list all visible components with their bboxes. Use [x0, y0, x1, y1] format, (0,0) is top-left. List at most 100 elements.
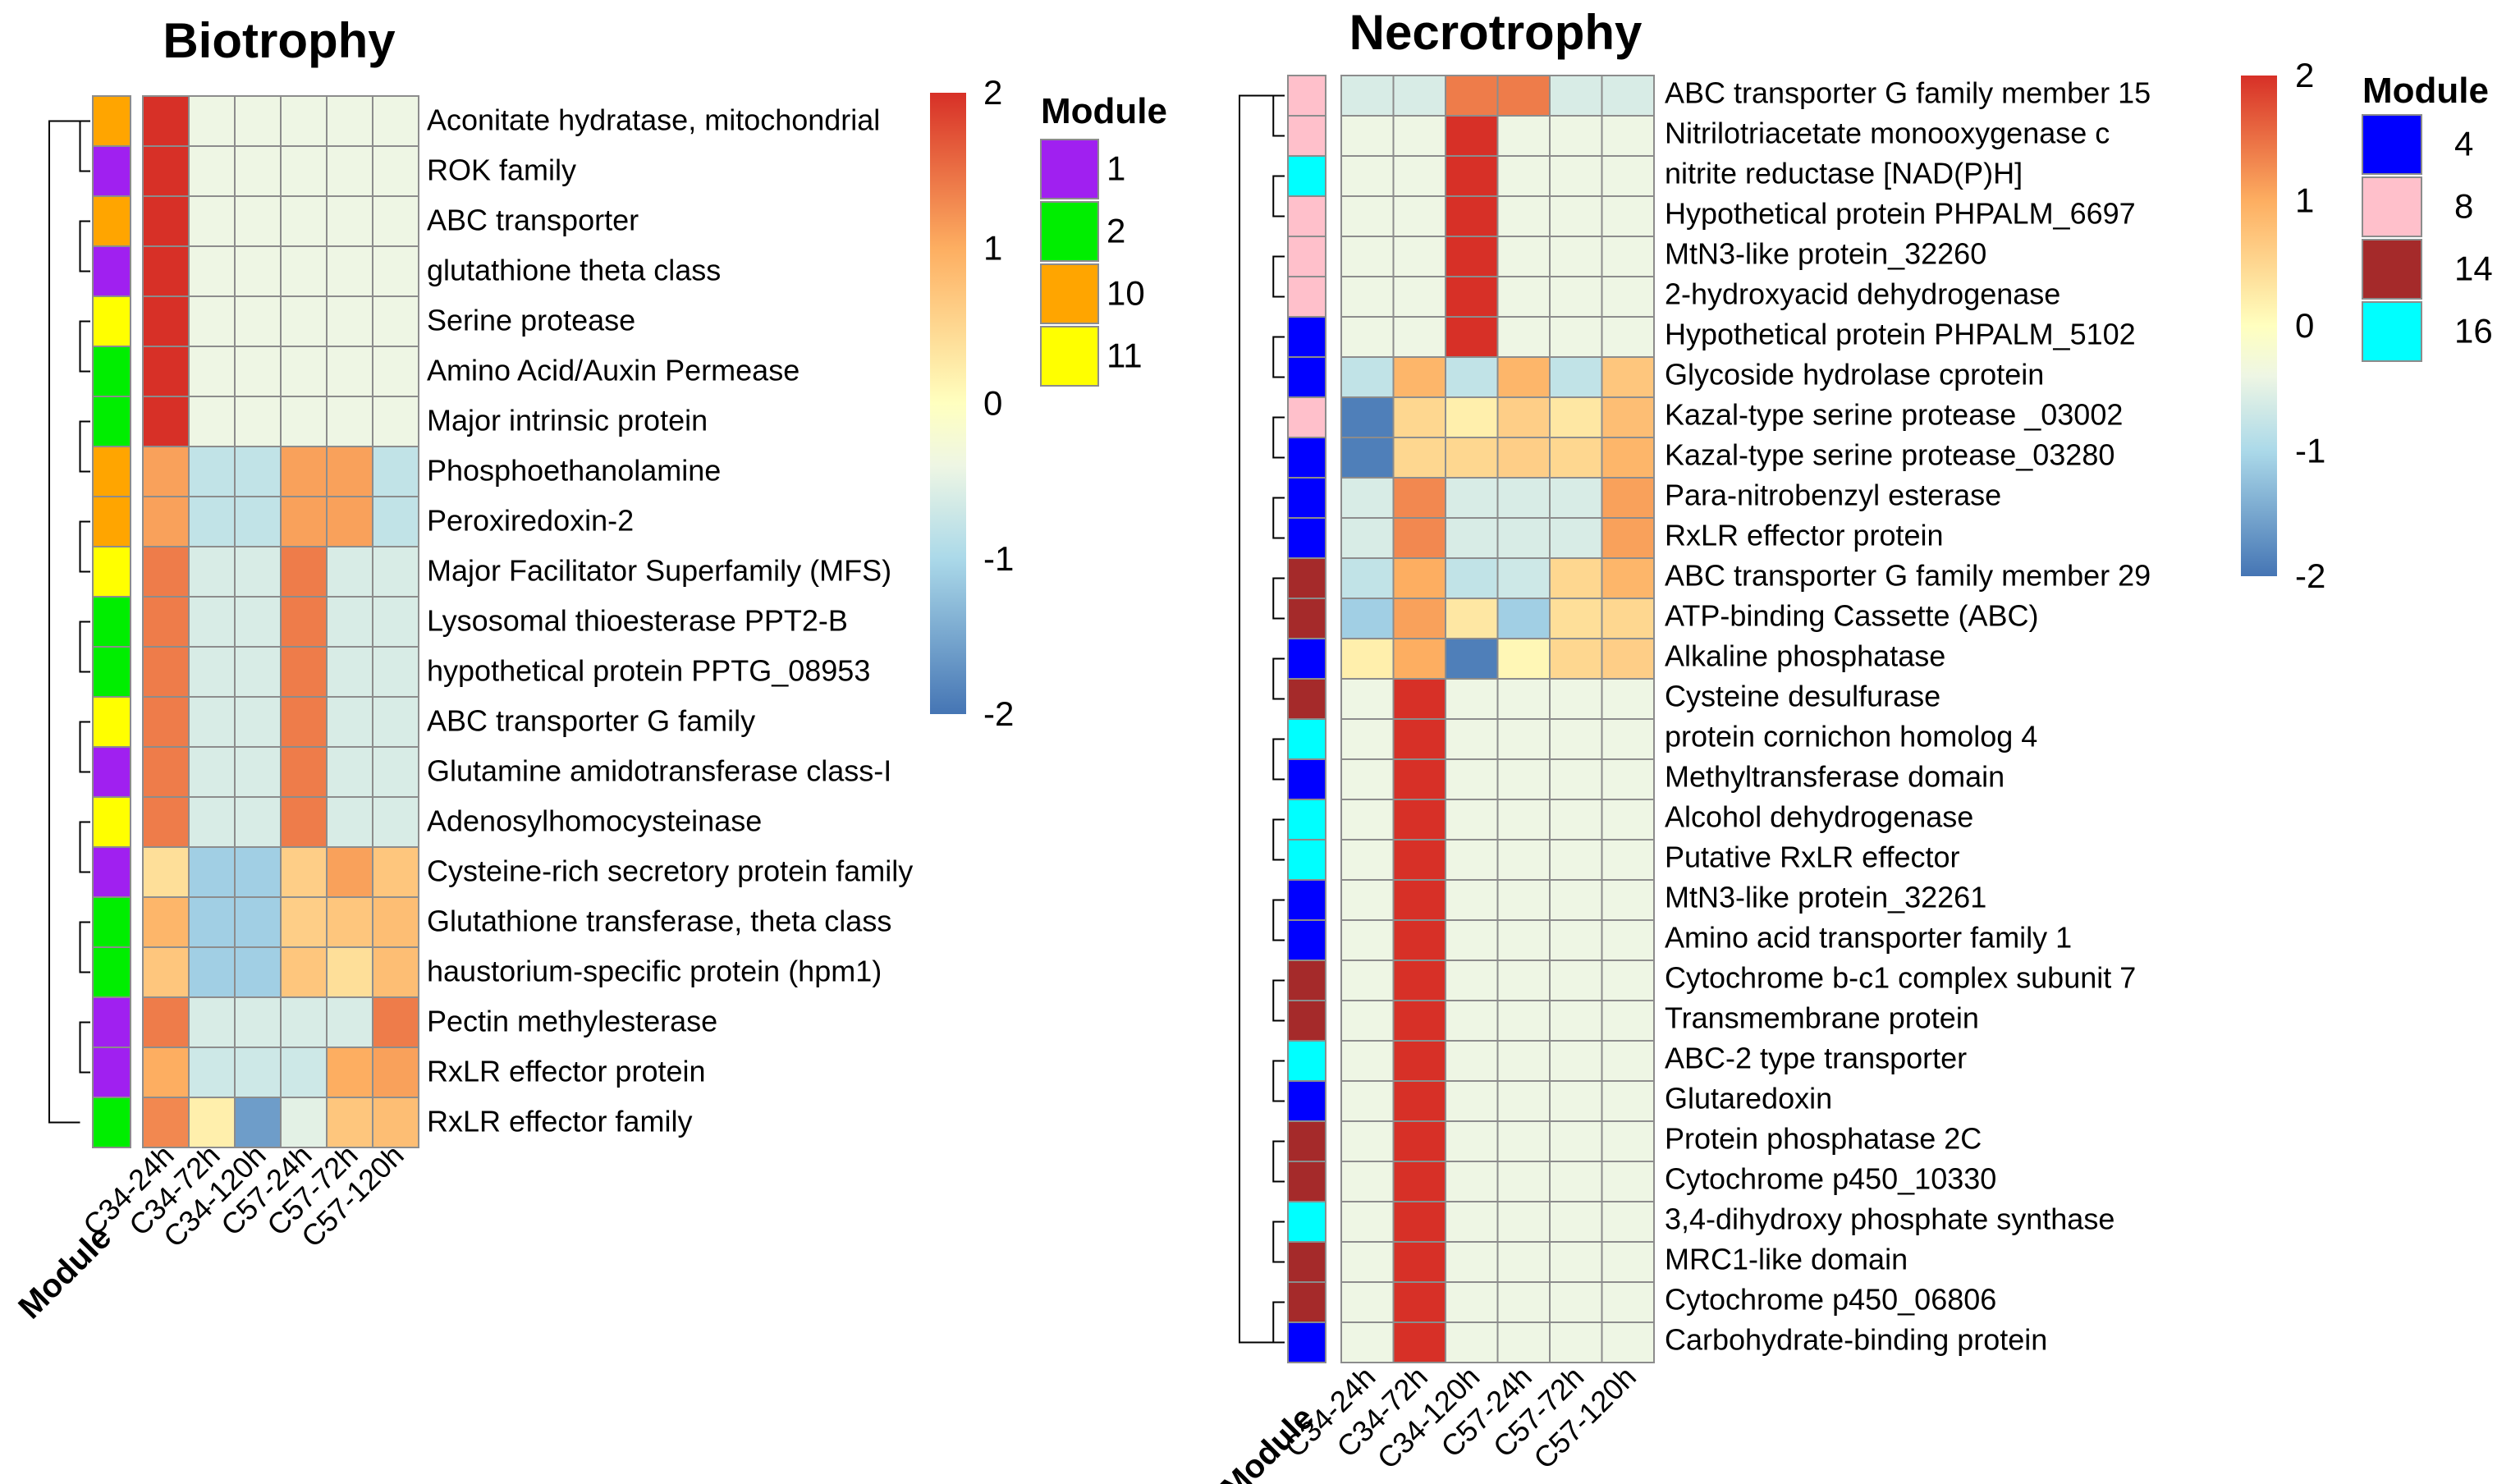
heatmap-cell: [1601, 477, 1655, 519]
heatmap-cell: [1496, 718, 1551, 760]
heatmap-cell: [1392, 155, 1446, 197]
heatmap-cell: [326, 245, 373, 297]
heatmap-cell: [1496, 75, 1551, 117]
heatmap-cell: [326, 1047, 373, 1098]
heatmap-cell: [1340, 155, 1395, 197]
heatmap-cell: [1549, 678, 1603, 720]
row-label: Cytochrome p450_06806: [1665, 1282, 1996, 1316]
heatmap-cell: [1340, 1040, 1395, 1082]
heatmap-cell: [326, 145, 373, 197]
row-label: Peroxiredoxin-2: [427, 503, 634, 537]
dendrogram-branch: [79, 721, 90, 773]
heatmap-cell: [1601, 557, 1655, 599]
heatmap-cell: [234, 696, 282, 748]
heatmap-cell: [1392, 316, 1446, 358]
heatmap-cell: [326, 746, 373, 798]
heatmap-cell: [1549, 638, 1603, 680]
heatmap-cell: [1445, 517, 1499, 559]
dendrogram-branch: [1272, 416, 1285, 459]
module-cell: [1287, 1241, 1326, 1283]
module-legend-label: 4: [2454, 124, 2473, 163]
heatmap-cell: [1392, 75, 1446, 117]
heatmap-cell: [372, 446, 419, 497]
heatmap-cell: [1445, 1000, 1499, 1042]
heatmap-cell: [188, 896, 236, 948]
dendrogram-branch: [79, 821, 90, 873]
heatmap-cell: [1601, 960, 1655, 1001]
biotrophy-panel: Biotrophy Aconitate hydratase, mitochondr…: [11, 13, 1167, 1326]
heatmap-cell: [1496, 919, 1551, 961]
module-cell: [1287, 960, 1326, 1001]
row-label: Protein phosphatase 2C: [1665, 1121, 1982, 1155]
dendrogram-branch: [79, 420, 90, 473]
heatmap-cell: [1445, 598, 1499, 639]
heatmap-cell: [234, 145, 282, 197]
heatmap-cell: [188, 846, 236, 898]
heatmap-cell: [1496, 195, 1551, 237]
heatmap-cell: [188, 295, 236, 347]
colorbar-tick-label: -1: [983, 539, 1014, 578]
heatmap-cell: [326, 846, 373, 898]
heatmap-cell: [188, 346, 236, 397]
heatmap-cell: [1340, 75, 1395, 117]
panel-title: Necrotrophy: [1349, 5, 1643, 60]
module-cell: [92, 1097, 131, 1148]
heatmap-cell: [280, 396, 328, 447]
module-cell: [1287, 396, 1326, 438]
heatmap-cell: [1445, 195, 1499, 237]
heatmap-cell: [280, 996, 328, 1048]
heatmap-cell: [1340, 557, 1395, 599]
heatmap-cell: [188, 696, 236, 748]
heatmap-cell: [1340, 839, 1395, 881]
heatmap-cell: [142, 846, 190, 898]
module-legend-swatch: [1040, 263, 1099, 324]
heatmap-cell: [372, 596, 419, 648]
heatmap-cell: [1340, 879, 1395, 921]
heatmap-cell: [142, 596, 190, 648]
heatmap-cell: [234, 746, 282, 798]
module-legend-label: 11: [1107, 336, 1143, 374]
panel-title: Biotrophy: [163, 13, 396, 68]
heatmap-cell: [1392, 477, 1446, 519]
dendrogram-branch: [79, 621, 90, 673]
dendrogram-branch: [48, 120, 80, 1124]
heatmap-cell: [1340, 1201, 1395, 1243]
row-label: Alcohol dehydrogenase: [1665, 799, 1973, 833]
heatmap-cell: [280, 846, 328, 898]
heatmap-cell: [326, 996, 373, 1048]
heatmap-cell: [188, 996, 236, 1048]
heatmap-cell: [188, 446, 236, 497]
heatmap-cell: [1601, 678, 1655, 720]
heatmap-cell: [1496, 1080, 1551, 1122]
heatmap-cell: [1445, 1321, 1499, 1363]
heatmap-cell: [1445, 638, 1499, 680]
heatmap-cell: [372, 1047, 419, 1098]
module-cell: [1287, 799, 1326, 840]
colorbar-tick-label: -2: [2295, 556, 2325, 595]
heatmap-cell: [1496, 960, 1551, 1001]
heatmap-cell: [234, 496, 282, 547]
heatmap-cell: [1445, 115, 1499, 157]
row-label: 2-hydroxyacid dehydrogenase: [1665, 277, 2060, 310]
heatmap-cell: [326, 396, 373, 447]
module-axis-label: Module: [11, 1219, 118, 1326]
module-cell: [1287, 1080, 1326, 1122]
heatmap-cell: [1445, 1120, 1499, 1162]
module-legend-label: 16: [2454, 311, 2493, 350]
heatmap-cell: [1601, 1321, 1655, 1363]
heatmap-cell: [1496, 1161, 1551, 1202]
row-label: Adenosylhomocysteinase: [427, 804, 762, 837]
heatmap-cell: [1392, 437, 1446, 479]
module-cell: [92, 696, 131, 748]
heatmap-cell: [1392, 195, 1446, 237]
heatmap-cell: [1601, 1201, 1655, 1243]
heatmap-cell: [1496, 517, 1551, 559]
row-label: Major Facilitator Superfamily (MFS): [427, 553, 891, 587]
heatmap-cell: [1496, 356, 1551, 398]
heatmap-cell: [1601, 1241, 1655, 1283]
heatmap-cell: [1601, 879, 1655, 921]
heatmap-cell: [1601, 195, 1655, 237]
heatmap-cell: [1392, 678, 1446, 720]
heatmap-cell: [1445, 839, 1499, 881]
heatmap-cell: [1392, 1161, 1446, 1202]
